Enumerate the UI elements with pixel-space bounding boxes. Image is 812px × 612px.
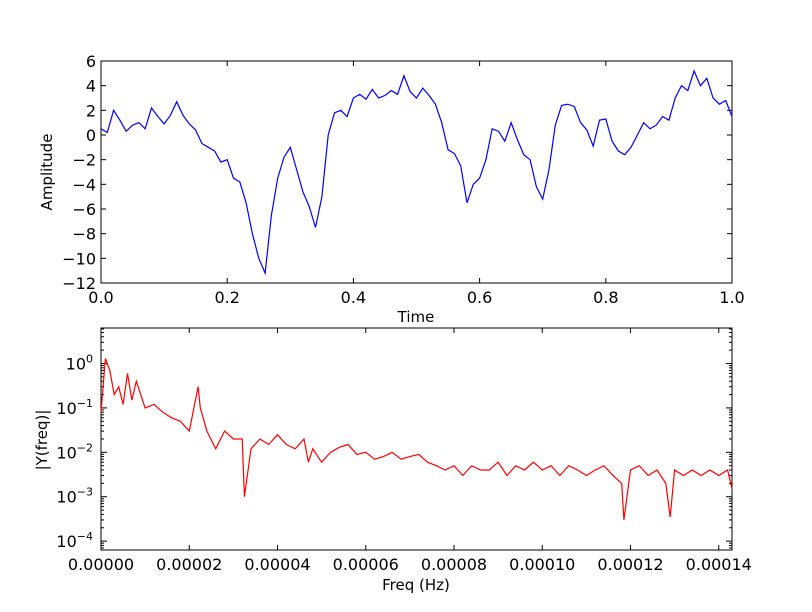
freq-plot-xlabel: Freq (Hz) — [382, 576, 450, 594]
y-tick-label: 6 — [86, 52, 96, 71]
x-tick-label: 0.00014 — [686, 555, 752, 574]
x-tick-label: 0.2 — [214, 288, 239, 307]
freq-plot-frame — [100, 327, 733, 551]
time-domain-plot: 0.0 0.2 0.4 0.6 0.8 1.0 −12 −10 −8 −6 −4 −2 0 2 4 6 Tim… — [38, 52, 745, 326]
x-tick-label: 0.8 — [593, 288, 618, 307]
y-tick-label: 100 — [66, 353, 93, 374]
y-tick-mantissa: 10 — [56, 443, 76, 462]
x-tick-label: 1.0 — [719, 288, 744, 307]
x-tick-label: 0.00000 — [68, 555, 134, 574]
y-tick-label: −6 — [72, 200, 96, 219]
series-line-spectrum — [100, 358, 733, 520]
y-tick-exponent: 0 — [86, 353, 93, 366]
time-plot-ticks: 0.0 0.2 0.4 0.6 0.8 1.0 −12 −10 −8 −6 −4 −2 0 2 4 6 — [62, 52, 744, 307]
freq-plot-ylabel: |Y(freq)| — [33, 410, 51, 471]
y-tick-exponent: −1 — [77, 397, 93, 410]
time-plot-frame — [100, 60, 733, 284]
frequency-domain-plot: 0.00000 0.00002 0.00004 0.00006 0.00008 0.000… — [33, 327, 752, 594]
y-tick-label: 10−4 — [56, 530, 93, 551]
freq-plot-series — [100, 358, 733, 520]
y-tick-label: −10 — [62, 249, 96, 268]
x-tick-label: 0.00006 — [333, 555, 399, 574]
time-plot-xlabel: Time — [397, 308, 435, 326]
y-tick-mantissa: 10 — [66, 355, 86, 374]
x-tick-label: 0.00002 — [156, 555, 222, 574]
y-tick-label: 0 — [86, 126, 96, 145]
y-tick-label: −4 — [72, 175, 96, 194]
time-plot-series — [100, 69, 733, 276]
x-tick-label: 0.0 — [88, 288, 113, 307]
x-tick-label: 0.00010 — [509, 555, 575, 574]
y-tick-exponent: −4 — [77, 530, 93, 543]
x-tick-label: 0.6 — [467, 288, 492, 307]
y-tick-exponent: −2 — [77, 441, 93, 454]
x-tick-label: 0.00008 — [421, 555, 487, 574]
y-tick-label: −8 — [72, 225, 96, 244]
y-tick-label: 10−2 — [56, 441, 93, 462]
freq-plot-ticks: 0.00000 0.00002 0.00004 0.00006 0.00008 0.000… — [56, 328, 752, 574]
series-line-amplitude — [100, 69, 733, 276]
y-tick-label: 2 — [86, 101, 96, 120]
y-tick-mantissa: 10 — [56, 488, 76, 507]
x-tick-label: 0.00004 — [244, 555, 310, 574]
x-tick-label: 0.00012 — [597, 555, 663, 574]
y-tick-label: −2 — [72, 151, 96, 170]
y-tick-label: 10−1 — [56, 397, 93, 418]
y-tick-label: −12 — [62, 274, 96, 293]
y-tick-mantissa: 10 — [56, 532, 76, 551]
time-plot-ylabel: Amplitude — [38, 134, 56, 211]
y-tick-label: 10−3 — [56, 486, 93, 507]
y-tick-exponent: −3 — [77, 486, 93, 499]
y-tick-mantissa: 10 — [56, 399, 76, 418]
x-tick-label: 0.4 — [341, 288, 366, 307]
y-tick-label: 4 — [86, 77, 96, 96]
